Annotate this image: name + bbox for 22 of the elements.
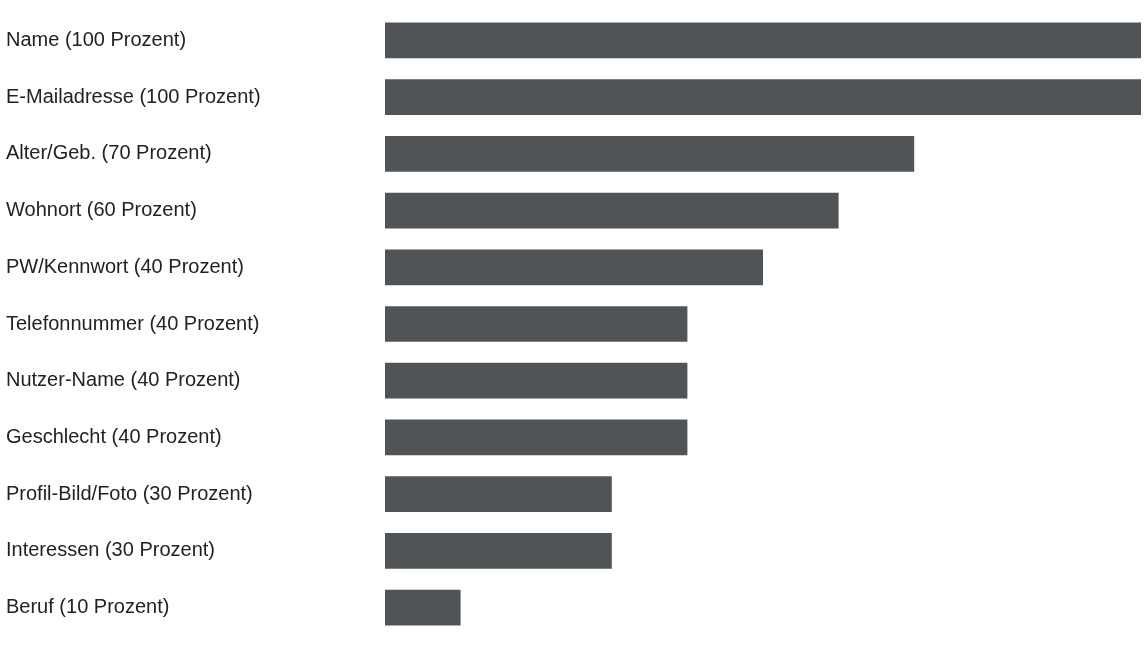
bar [385, 135, 915, 172]
y-tick-label: PW/Kennwort (40 Prozent) [6, 254, 244, 277]
bar [385, 192, 839, 229]
bar [385, 362, 688, 399]
bar [385, 589, 461, 626]
bar [385, 249, 763, 286]
y-tick-label: Nutzer-Name (40 Prozent) [6, 368, 241, 391]
bar [385, 419, 688, 456]
bar [385, 22, 1141, 59]
bar [385, 79, 1141, 115]
y-tick-label: Geschlecht (40 Prozent) [6, 424, 222, 447]
y-tick-label: Telefonnummer (40 Prozent) [6, 311, 260, 334]
y-tick-label: Beruf (10 Prozent) [6, 595, 170, 618]
bar [385, 476, 612, 513]
y-tick-label: Alter/Geb. (70 Prozent) [6, 141, 212, 164]
y-tick-label: Interessen (30 Prozent) [6, 538, 215, 561]
bar [385, 306, 688, 342]
y-tick-label: Wohnort (60 Prozent) [6, 198, 197, 221]
y-tick-label: Profil-Bild/Foto (30 Prozent) [6, 481, 253, 504]
bar [385, 533, 612, 569]
y-tick-label: E-Mailadresse (100 Prozent) [6, 84, 261, 107]
y-tick-label: Name (100 Prozent) [6, 27, 187, 50]
